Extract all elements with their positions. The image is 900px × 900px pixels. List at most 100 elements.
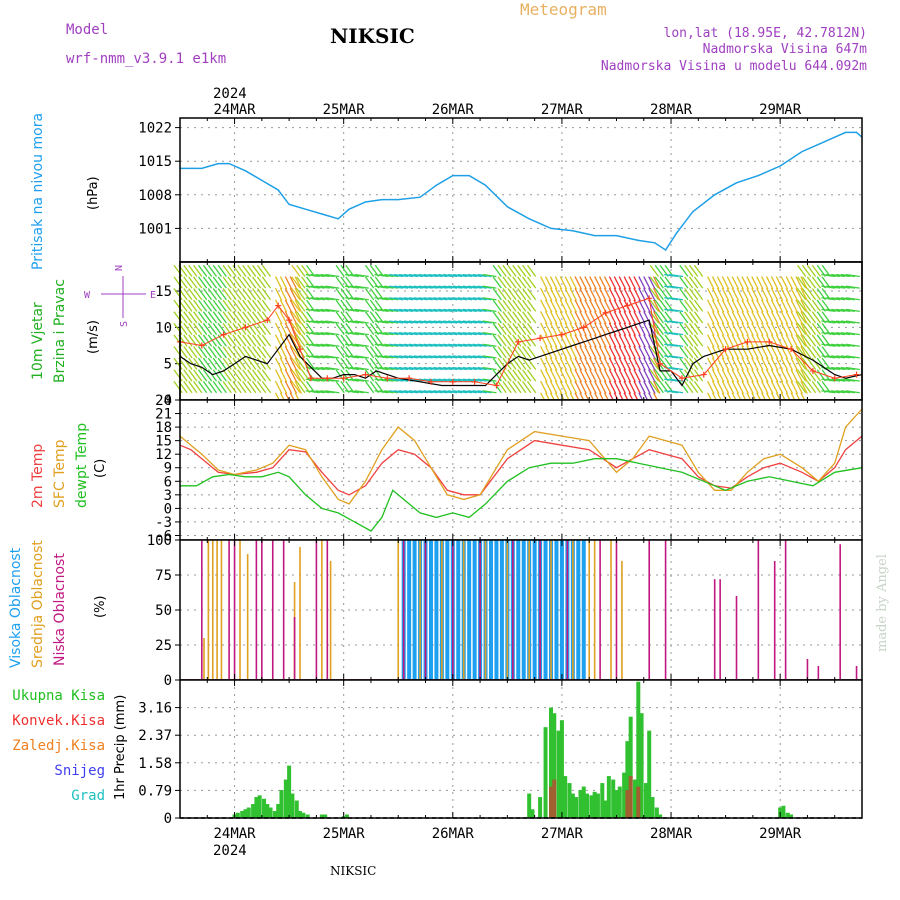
wind-barb — [736, 357, 744, 371]
wind-barb — [579, 311, 587, 325]
wind-barb — [408, 343, 423, 347]
wind-barb — [345, 390, 360, 394]
wind-barb — [654, 288, 664, 301]
wind-barb — [522, 276, 532, 289]
precip-panel: 00.791.582.373.16 — [138, 679, 863, 827]
wind-barb — [183, 346, 193, 359]
wind-barb — [643, 322, 651, 336]
wind-barb — [207, 299, 218, 312]
cloud-bar-cloud_high — [581, 540, 586, 680]
wind-barb — [790, 380, 799, 394]
wind-barb — [232, 381, 242, 394]
elevation: Nadmorska Visina 647m — [703, 42, 868, 57]
wind-barb — [497, 299, 507, 312]
wind-barb — [193, 381, 203, 394]
wind-barb — [492, 311, 502, 324]
precip-bar-precip_total — [344, 814, 349, 818]
precip-bar-precip_total — [585, 793, 590, 818]
wind-barb — [731, 276, 740, 290]
wind-barb — [831, 366, 846, 371]
wind-barb — [399, 332, 414, 336]
wind-barb — [608, 357, 617, 371]
wind-barb — [544, 345, 553, 360]
wind-barb — [797, 264, 807, 277]
wind-barb — [554, 380, 563, 394]
wind-barb — [443, 378, 458, 382]
wind-barb — [579, 345, 587, 360]
wind-barb — [408, 332, 423, 336]
wind-barb — [741, 322, 749, 336]
wind-barb — [443, 320, 458, 324]
wind-barb — [173, 311, 183, 324]
wind-barb — [726, 357, 735, 371]
wind-barb — [741, 276, 749, 290]
legend-frozen-rain: Zaledj.Kisa — [12, 738, 105, 754]
wind-barb — [594, 369, 602, 383]
wind-barb — [826, 320, 841, 324]
wind-barb — [795, 334, 803, 348]
wind-barb — [806, 357, 817, 370]
pressure-point — [779, 165, 781, 167]
cloud-ylabel-low: Niska Oblacnost — [52, 553, 68, 666]
wind-barb — [173, 299, 183, 312]
wind-barb — [261, 299, 272, 312]
wind-barb — [512, 288, 522, 301]
wind-barb — [291, 299, 301, 312]
wind-barb — [806, 381, 817, 394]
wind-barb — [291, 322, 301, 336]
wind-barb — [653, 322, 661, 336]
wind-barb — [227, 357, 237, 370]
wind-barb — [554, 334, 563, 348]
pressure-point — [288, 203, 290, 205]
cloud-bar-cloud_low — [855, 666, 858, 680]
wind-barb — [711, 299, 720, 313]
precip-bar-precip_total — [654, 807, 659, 818]
wind-barb — [831, 285, 846, 289]
wind-barb — [320, 273, 335, 278]
wind-barb — [477, 390, 492, 394]
wind-barb — [512, 299, 522, 312]
cloud-bar-cloud_mid — [321, 540, 323, 680]
pressure-point — [714, 194, 716, 196]
wind-barb — [731, 380, 740, 394]
wind-barb — [403, 285, 418, 289]
y-tick-label: 15 — [155, 284, 172, 300]
wind-barb — [598, 276, 607, 290]
wind-barb — [423, 273, 438, 278]
wind-barb — [188, 346, 198, 359]
wind-barb — [726, 287, 735, 301]
wind-barb — [274, 380, 283, 394]
wind-barb — [394, 273, 409, 278]
wind-barb — [522, 381, 532, 394]
wind-barb — [197, 276, 208, 289]
wind-barb — [492, 381, 502, 394]
wind-barb — [384, 320, 399, 324]
wind-barb — [736, 380, 744, 394]
wind-barb — [284, 311, 293, 325]
wind-barb — [780, 322, 789, 336]
wind-barb — [716, 369, 725, 383]
wind-barb — [305, 332, 320, 336]
wind-gust-marker — [384, 375, 391, 382]
wind-barb — [507, 288, 517, 301]
wind-barb — [526, 299, 537, 312]
wind-barb — [693, 357, 704, 370]
wind-barb — [335, 311, 345, 324]
wind-barb — [603, 276, 612, 290]
wind-barb — [413, 332, 428, 336]
wind-barb — [598, 287, 607, 301]
wind-barb — [801, 288, 812, 301]
wind-barb — [413, 297, 428, 301]
wind-barb — [736, 276, 744, 290]
wind-barb — [579, 322, 587, 336]
wind-barb — [711, 322, 720, 336]
wind-barb — [364, 381, 375, 394]
cloud-bar-cloud_low — [293, 617, 296, 680]
wind-barb — [594, 299, 602, 313]
wind-barb — [399, 390, 414, 394]
wind-gust-marker — [853, 371, 860, 378]
wind-barb — [801, 346, 812, 359]
wind-barb — [202, 299, 213, 312]
wind-barb — [731, 287, 740, 301]
wind-barb — [207, 346, 218, 359]
